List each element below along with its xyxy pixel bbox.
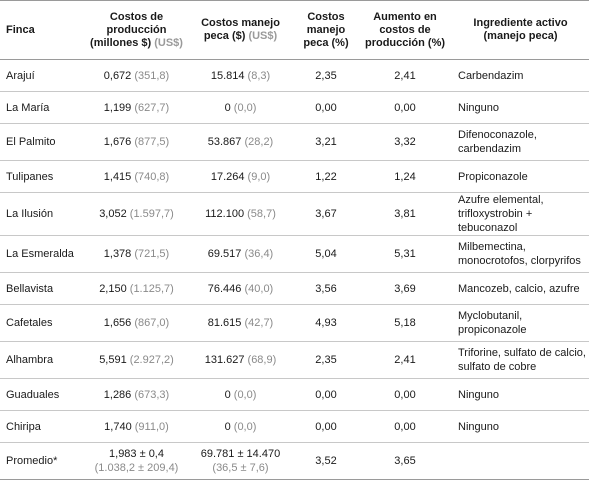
cell-costos-manejo: 131.627 (68,9) — [187, 341, 294, 379]
header-costos-produccion: Costos de producción (millones $) (US$) — [86, 0, 187, 60]
cell-costos-pct: 0,00 — [294, 410, 358, 443]
cell-costos-manejo: 69.517 (36,4) — [187, 235, 294, 273]
cell-costos-produccion-promedio: 1,983 ± 0,4 (1.038,2 ± 209,4) — [86, 442, 187, 480]
cell-aumento: 1,24 — [358, 160, 452, 193]
header-aumento: Aumento en costos de producción (%) — [358, 0, 452, 60]
header-costos-manejo-usd: (US$) — [248, 30, 278, 42]
cell-costos-manejo: 0 (0,0) — [187, 91, 294, 124]
cell-ingrediente: Mancozeb, calcio, azufre — [452, 272, 589, 305]
header-costos-produccion-usd: (US$) — [154, 36, 183, 49]
cell-finca: Tulipanes — [0, 160, 86, 193]
cell-costos-pct: 4,93 — [294, 304, 358, 342]
cell-ingrediente: Carbendazim — [452, 59, 589, 92]
cell-ingrediente: Ninguno — [452, 378, 589, 411]
table-body: Arajuí 0,672 (351,8) 15.814 (8,3) 2,35 2… — [0, 59, 589, 480]
cell-aumento: 3,69 — [358, 272, 452, 305]
cell-costos-produccion: 5,591 (2.927,2) — [86, 341, 187, 379]
cell-ingrediente: Ninguno — [452, 410, 589, 443]
cell-costos-produccion: 2,150 (1.125,7) — [86, 272, 187, 305]
cell-finca-promedio: Promedio* — [0, 442, 86, 480]
cell-costos-produccion: 0,672 (351,8) — [86, 59, 187, 92]
cell-costos-produccion: 1,656 (867,0) — [86, 304, 187, 342]
cell-finca: La María — [0, 91, 86, 124]
cell-costos-produccion: 1,199 (627,7) — [86, 91, 187, 124]
cell-finca: Bellavista — [0, 272, 86, 305]
cell-finca: Cafetales — [0, 304, 86, 342]
cell-costos-produccion: 1,415 (740,8) — [86, 160, 187, 193]
cell-costos-pct: 3,21 — [294, 123, 358, 161]
table-row: Chiripa 1,740 (911,0) 0 (0,0) 0,00 0,00 … — [0, 410, 589, 443]
cell-finca: Guaduales — [0, 378, 86, 411]
cell-costos-produccion: 3,052 (1.597,7) — [86, 192, 187, 236]
cell-costos-produccion: 1,378 (721,5) — [86, 235, 187, 273]
header-ingrediente: Ingrediente activo (manejo peca) — [452, 0, 589, 60]
cell-ingrediente: Difenoconazole, carbendazim — [452, 123, 589, 161]
cell-costos-pct: 0,00 — [294, 378, 358, 411]
cell-costos-manejo-promedio: 69.781 ± 14.470 (36,5 ± 7,6) — [187, 442, 294, 480]
cell-costos-pct: 2,35 — [294, 341, 358, 379]
cell-aumento: 3,32 — [358, 123, 452, 161]
cell-costos-pct: 1,22 — [294, 160, 358, 193]
table-row: La María 1,199 (627,7) 0 (0,0) 0,00 0,00… — [0, 91, 589, 124]
header-costos-manejo: Costos manejo peca ($) (US$) — [187, 0, 294, 60]
cell-finca: Alhambra — [0, 341, 86, 379]
cell-costos-pct: 5,04 — [294, 235, 358, 273]
header-finca: Finca — [0, 0, 86, 60]
table-row: El Palmito 1,676 (877,5) 53.867 (28,2) 3… — [0, 123, 589, 161]
cell-costos-manejo: 76.446 (40,0) — [187, 272, 294, 305]
table-row: Bellavista 2,150 (1.125,7) 76.446 (40,0)… — [0, 272, 589, 305]
cell-aumento: 3,81 — [358, 192, 452, 236]
cell-aumento: 0,00 — [358, 378, 452, 411]
table-row: Cafetales 1,656 (867,0) 81.615 (42,7) 4,… — [0, 304, 589, 342]
cell-ingrediente: Triforine, sulfato de calcio, sulfato de… — [452, 341, 589, 379]
table-row: Alhambra 5,591 (2.927,2) 131.627 (68,9) … — [0, 341, 589, 379]
cell-costos-pct: 3,67 — [294, 192, 358, 236]
cell-ingrediente-promedio — [452, 442, 589, 480]
cell-finca: La Esmeralda — [0, 235, 86, 273]
cell-aumento: 5,31 — [358, 235, 452, 273]
table-row: Guaduales 1,286 (673,3) 0 (0,0) 0,00 0,0… — [0, 378, 589, 411]
table-row: Arajuí 0,672 (351,8) 15.814 (8,3) 2,35 2… — [0, 59, 589, 92]
cell-aumento: 2,41 — [358, 341, 452, 379]
header-costos-pct: Costos manejo peca (%) — [294, 0, 358, 60]
cell-costos-produccion: 1,286 (673,3) — [86, 378, 187, 411]
cell-costos-manejo: 17.264 (9,0) — [187, 160, 294, 193]
header-row: Finca Costos de producción (millones $) … — [0, 0, 589, 60]
cell-costos-produccion: 1,740 (911,0) — [86, 410, 187, 443]
cell-ingrediente: Azufre elemental, trifloxystrobin + tebu… — [452, 192, 589, 236]
cell-finca: Arajuí — [0, 59, 86, 92]
table-row: La Esmeralda 1,378 (721,5) 69.517 (36,4)… — [0, 235, 589, 273]
cell-costos-pct-promedio: 3,52 — [294, 442, 358, 480]
cell-ingrediente: Ninguno — [452, 91, 589, 124]
table-header: Finca Costos de producción (millones $) … — [0, 0, 589, 60]
cell-aumento-promedio: 3,65 — [358, 442, 452, 480]
cell-aumento: 0,00 — [358, 91, 452, 124]
cell-costos-produccion: 1,676 (877,5) — [86, 123, 187, 161]
cell-aumento: 0,00 — [358, 410, 452, 443]
cell-aumento: 2,41 — [358, 59, 452, 92]
cell-costos-manejo: 112.100 (58,7) — [187, 192, 294, 236]
cell-ingrediente: Propiconazole — [452, 160, 589, 193]
cell-finca: El Palmito — [0, 123, 86, 161]
cell-finca: Chiripa — [0, 410, 86, 443]
cell-aumento: 5,18 — [358, 304, 452, 342]
table-row: La Ilusión 3,052 (1.597,7) 112.100 (58,7… — [0, 192, 589, 236]
cell-costos-manejo: 81.615 (42,7) — [187, 304, 294, 342]
cell-finca: La Ilusión — [0, 192, 86, 236]
cell-costos-manejo: 0 (0,0) — [187, 378, 294, 411]
cell-ingrediente: Myclobutanil, propiconazole — [452, 304, 589, 342]
cell-ingrediente: Milbemectina, monocrotofos, clorpyrifos — [452, 235, 589, 273]
promedio-row: Promedio* 1,983 ± 0,4 (1.038,2 ± 209,4) … — [0, 442, 589, 480]
cell-costos-manejo: 0 (0,0) — [187, 410, 294, 443]
cell-costos-pct: 0,00 — [294, 91, 358, 124]
cell-costos-pct: 3,56 — [294, 272, 358, 305]
cell-costos-manejo: 53.867 (28,2) — [187, 123, 294, 161]
table-row: Tulipanes 1,415 (740,8) 17.264 (9,0) 1,2… — [0, 160, 589, 193]
cell-costos-manejo: 15.814 (8,3) — [187, 59, 294, 92]
cell-costos-pct: 2,35 — [294, 59, 358, 92]
